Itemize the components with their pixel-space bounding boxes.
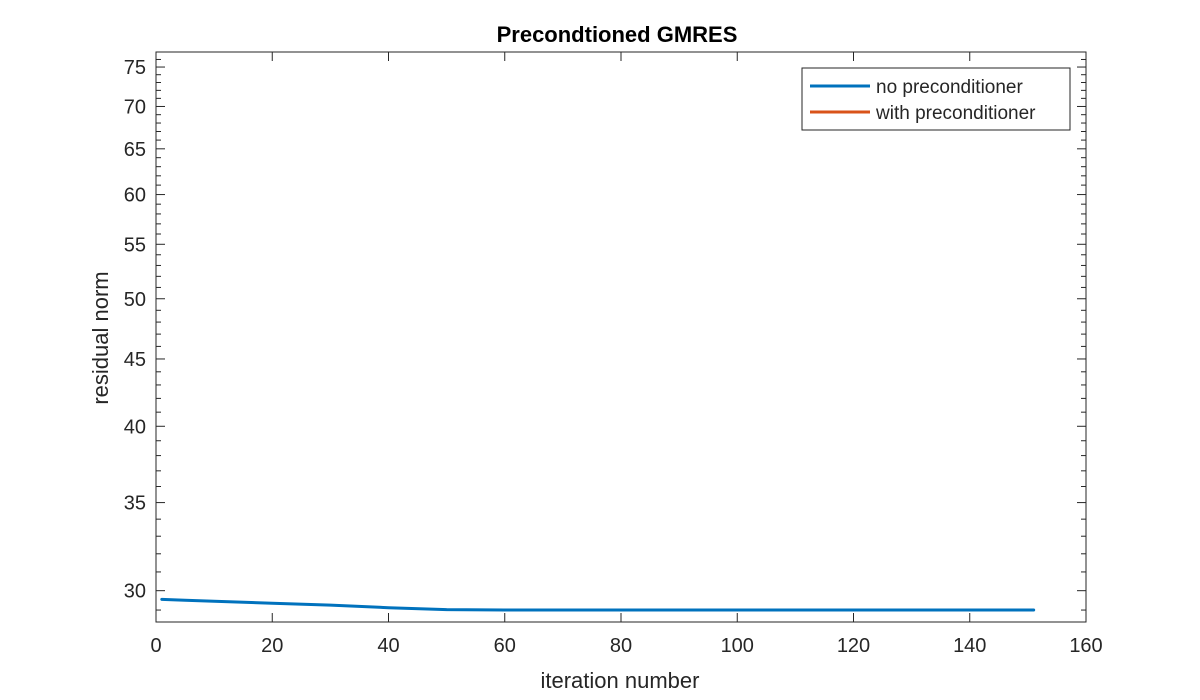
x-tick-label: 80: [610, 635, 632, 657]
chart-title: Precondtioned GMRES: [497, 22, 738, 47]
x-tick-label: 160: [1069, 635, 1102, 657]
y-tick-label: 50: [124, 289, 146, 311]
x-tick-label: 60: [494, 635, 516, 657]
x-tick-label: 0: [150, 635, 161, 657]
plot-area: 0 20 40 60 80 100 120 140 160 30 35 40 45 50 55 60 65 70 7…: [124, 51, 1103, 657]
axes-box: [155, 51, 1087, 623]
y-tick-label: 35: [124, 493, 146, 515]
y-tick-label: 65: [124, 139, 146, 161]
legend-box: [801, 67, 1071, 131]
x-tick-label: 40: [377, 635, 399, 657]
y-axis-label: residual norm: [88, 271, 113, 404]
y-tick-label: 30: [124, 581, 146, 603]
legend-entry: with preconditioner: [875, 103, 1036, 124]
y-tick-label: 70: [124, 96, 146, 118]
legend-entry: no preconditioner: [876, 77, 1023, 98]
x-tick-label: 140: [953, 635, 986, 657]
x-tick-label: 120: [837, 635, 870, 657]
y-tick-label: 55: [124, 234, 146, 256]
y-tick-label: 75: [124, 57, 146, 79]
x-axis-label: iteration number: [541, 668, 700, 693]
x-tick-label: 20: [261, 635, 283, 657]
series-line-1: [160, 597, 1036, 612]
y-tick-label: 45: [124, 349, 146, 371]
x-tick-label: 100: [721, 635, 754, 657]
y-tick-label: 60: [124, 185, 146, 207]
y-tick-label: 40: [124, 416, 146, 438]
legend: no preconditioner with preconditioner: [801, 67, 1071, 131]
